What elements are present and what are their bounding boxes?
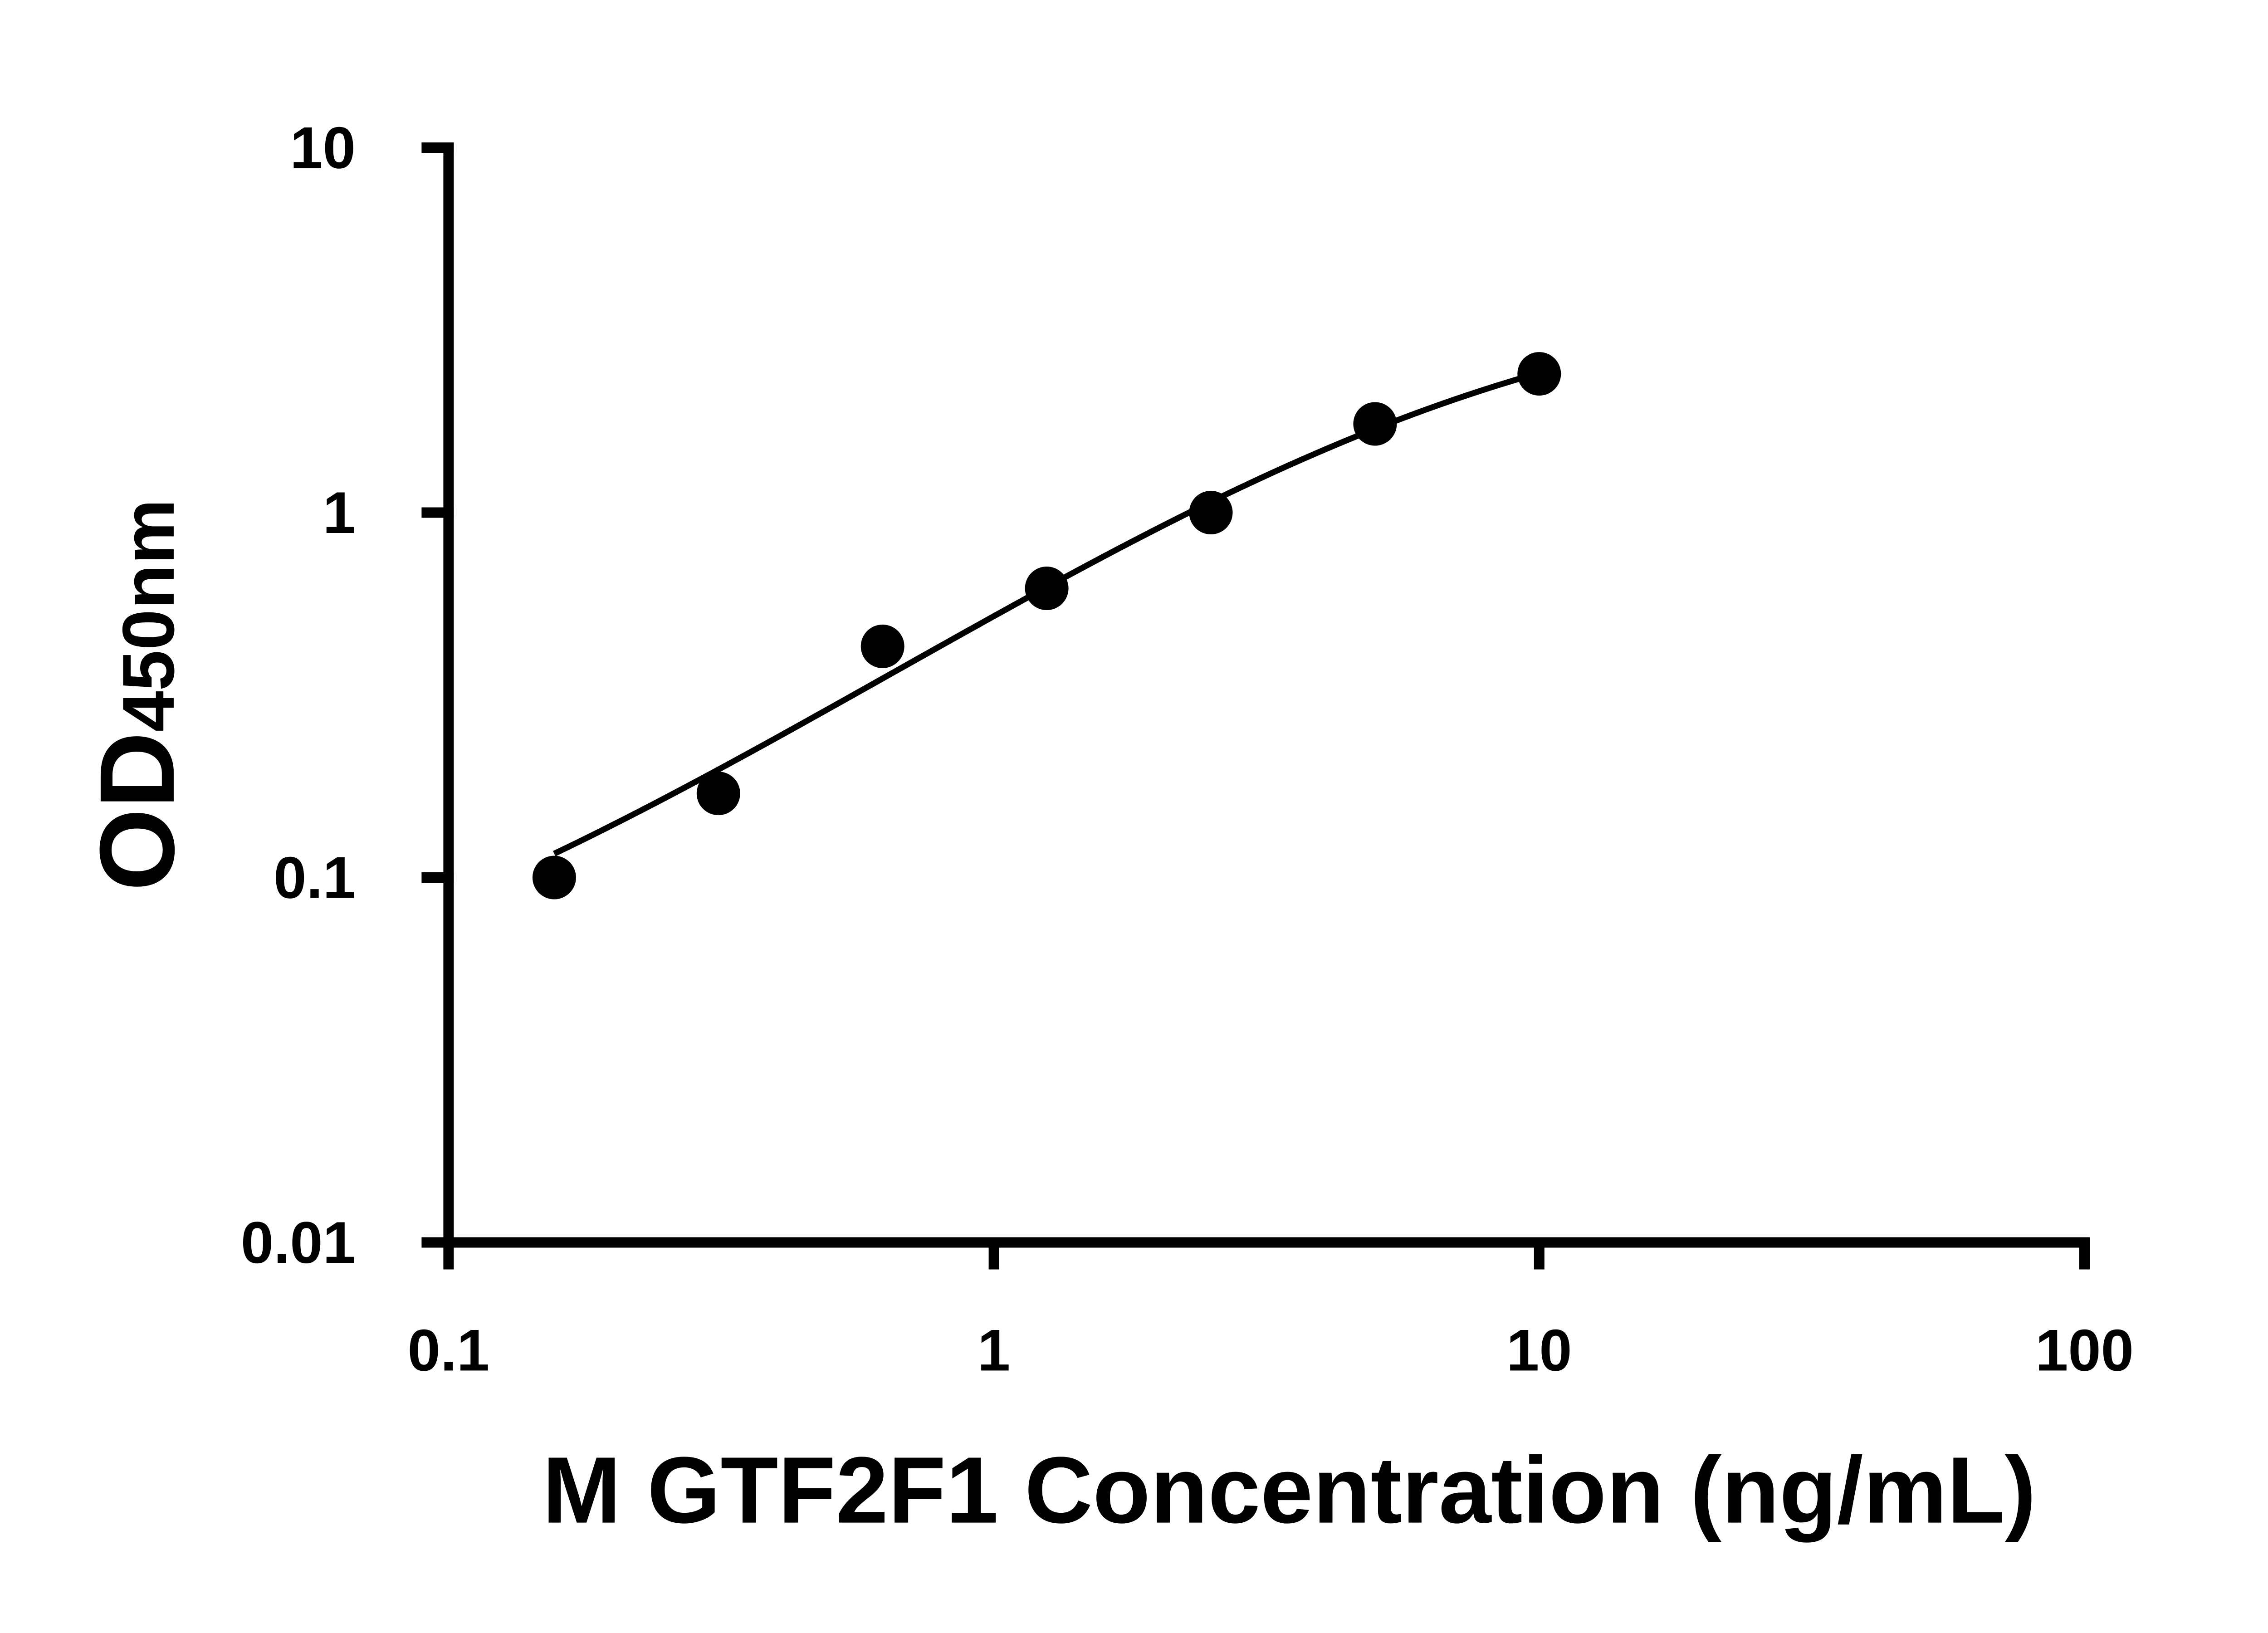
svg-text:1: 1 bbox=[978, 1317, 1010, 1383]
svg-text:10: 10 bbox=[290, 115, 356, 181]
svg-text:M GTF2F1 Concentration (ng/mL): M GTF2F1 Concentration (ng/mL) bbox=[543, 1438, 2036, 1543]
svg-text:0.1: 0.1 bbox=[274, 845, 356, 911]
svg-text:100: 100 bbox=[2035, 1317, 2134, 1383]
svg-text:1: 1 bbox=[323, 479, 356, 546]
svg-text:0.1: 0.1 bbox=[408, 1317, 490, 1383]
svg-text:10: 10 bbox=[1506, 1317, 1572, 1383]
svg-text:0.01: 0.01 bbox=[241, 1209, 356, 1276]
